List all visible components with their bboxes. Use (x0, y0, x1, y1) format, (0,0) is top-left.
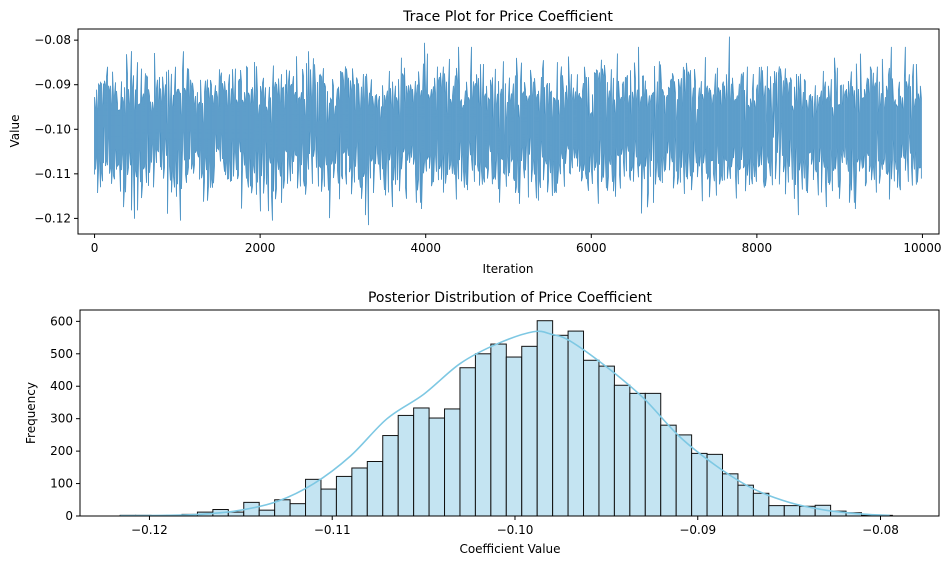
histogram-y-tick-label: 500 (50, 347, 73, 361)
histogram-bar (583, 359, 600, 517)
trace-x-tick-label: 10000 (903, 241, 941, 255)
trace-series-line (94, 36, 922, 226)
trace-y-tick-label: −0.08 (34, 33, 71, 47)
histogram-bar (644, 392, 662, 517)
histogram-bars (119, 320, 893, 517)
trace-x-axis-label: Iteration (483, 262, 534, 276)
histogram-bar (521, 345, 538, 517)
trace-y-tick-label: −0.09 (34, 78, 71, 92)
trace-line (94, 36, 922, 226)
histogram-y-ticks: 0 100 200 300 400 500 600 (50, 314, 80, 523)
histogram-y-tick-label: 0 (65, 509, 73, 523)
histogram-bar (320, 488, 337, 517)
histogram-bar (413, 407, 430, 517)
histogram-x-tick-label: −0.09 (679, 523, 716, 537)
histogram-bar (459, 367, 476, 517)
histogram-frame (79, 309, 940, 517)
histogram-panel: Posterior Distribution of Price Coeffici… (24, 290, 940, 556)
histogram-bar (660, 424, 677, 517)
histogram-x-ticks: −0.12 −0.11 −0.10 −0.09 −0.08 (131, 516, 899, 537)
histogram-bar (675, 434, 693, 517)
histogram-y-tick-label: 400 (50, 379, 73, 393)
histogram-bar (613, 384, 631, 517)
trace-x-tick-label: 2000 (245, 241, 276, 255)
histogram-bar (351, 467, 368, 517)
histogram-x-tick-label: −0.12 (131, 523, 168, 537)
histogram-bar (598, 365, 615, 517)
histogram-bar (629, 392, 646, 517)
kde-line (120, 330, 890, 517)
trace-plot-panel: Trace Plot for Price Coefficient 0 2000 40… (8, 9, 942, 276)
histogram-bar (567, 330, 585, 517)
histogram-bar (783, 505, 801, 517)
histogram-x-axis-label: Coefficient Value (459, 542, 560, 556)
trace-x-tick-label: 8000 (742, 241, 773, 255)
histogram-bar (382, 435, 399, 517)
histogram-x-tick-label: −0.10 (497, 523, 534, 537)
trace-y-ticks: −0.12 −0.11 −0.10 −0.09 −0.08 (34, 33, 78, 225)
histogram-y-tick-label: 300 (50, 412, 73, 426)
histogram-y-tick-label: 200 (50, 444, 73, 458)
trace-x-tick-label: 0 (91, 241, 99, 255)
histogram-bar (227, 511, 245, 517)
trace-x-ticks: 0 2000 4000 6000 8000 10000 (91, 234, 942, 255)
trace-y-axis-label: Value (8, 115, 22, 148)
histogram-y-tick-label: 100 (50, 477, 73, 491)
trace-plot-title: Trace Plot for Price Coefficient (402, 9, 613, 25)
kde-curve (120, 330, 890, 517)
histogram-bar (752, 492, 770, 517)
histogram-bar (397, 414, 415, 517)
histogram-bar (722, 473, 739, 517)
histogram-x-tick-label: −0.08 (862, 523, 899, 537)
histogram-bar (258, 509, 276, 517)
histogram-bar (691, 452, 708, 517)
trace-x-tick-label: 6000 (576, 241, 607, 255)
histogram-bar (536, 320, 554, 517)
histogram-bar (768, 505, 785, 517)
trace-x-tick-label: 4000 (410, 241, 441, 255)
histogram-x-tick-label: −0.11 (314, 523, 351, 537)
trace-y-tick-label: −0.10 (34, 122, 71, 136)
histogram-y-tick-label: 600 (50, 314, 73, 328)
histogram-bar (474, 353, 492, 517)
histogram-bar (366, 461, 384, 517)
trace-y-tick-label: −0.12 (34, 211, 71, 225)
histogram-bar (505, 356, 523, 517)
histogram-bar (490, 343, 507, 517)
histogram-bar (289, 503, 307, 517)
histogram-y-axis-label: Frequency (24, 382, 38, 444)
histogram-title: Posterior Distribution of Price Coeffici… (368, 290, 653, 306)
histogram-bar (444, 408, 461, 517)
histogram-bar (552, 334, 569, 517)
trace-plot-frame (77, 28, 940, 235)
trace-y-tick-label: −0.11 (34, 167, 71, 181)
histogram-bar (706, 453, 724, 517)
histogram-bar (428, 417, 446, 517)
histogram-bar (737, 484, 754, 517)
histogram-bar (335, 475, 353, 517)
